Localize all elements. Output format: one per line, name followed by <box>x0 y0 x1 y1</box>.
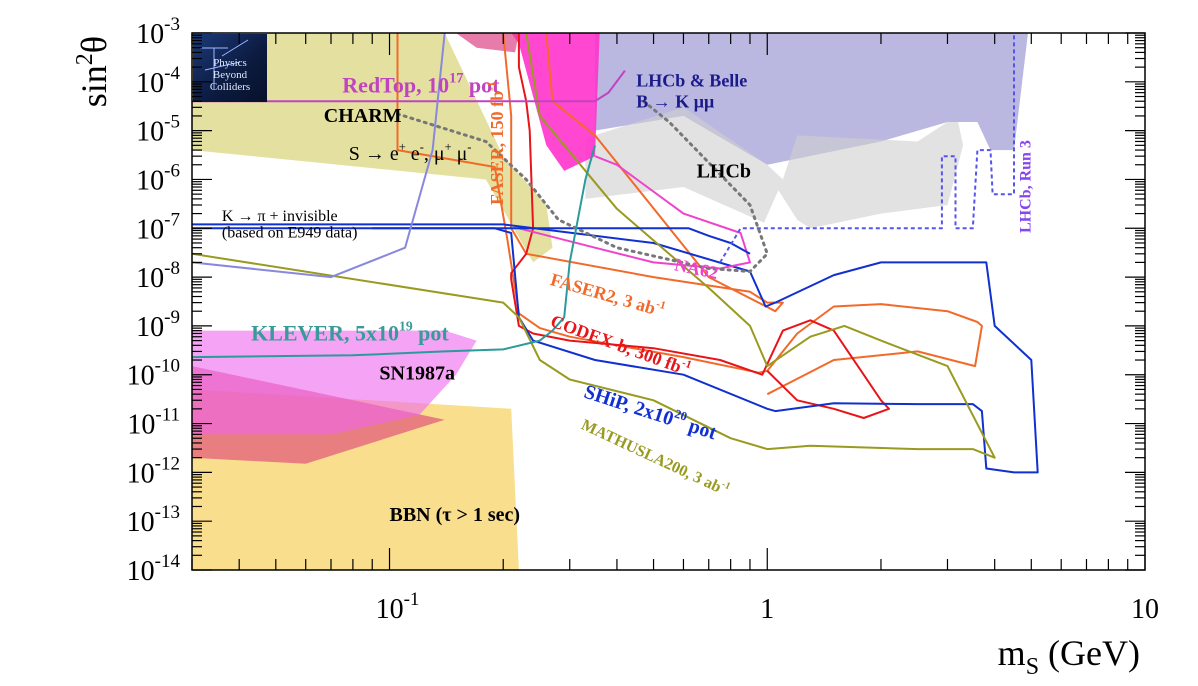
logo-background <box>193 34 267 102</box>
logo-lines-icon <box>200 39 249 90</box>
x-axis-title: mS (GeV) <box>998 633 1140 680</box>
y-tick-label: 10-8 <box>136 258 180 294</box>
x-tick-label: 10-1 <box>376 589 420 625</box>
label-redtop-10: RedTop, 1017 pot <box>342 71 500 98</box>
label-charm-decay: S → e+ e-, μ+ μ- <box>349 140 472 165</box>
label-bbn-1-sec: BBN (τ > 1 sec) <box>390 504 521 526</box>
label-lhcb: LHCb <box>697 160 751 182</box>
y-tick-label: 10-12 <box>127 453 180 489</box>
curve-ship <box>192 223 1039 474</box>
logo-text-colliders: Colliders <box>210 81 250 93</box>
label-klever: KLEVER, 5x1019 pot <box>251 319 449 346</box>
region-lhcb-belle-b-k-mumu <box>595 33 1028 165</box>
plot-border <box>191 32 1146 571</box>
label-based-on-e949-data: (based on E949 data) <box>222 224 358 241</box>
logo-text-beyond: Beyond <box>213 69 248 81</box>
y-tick-label: 10-5 <box>136 112 180 148</box>
axis-ticks <box>191 32 1146 571</box>
label-kpi: K → π + invisible <box>222 208 338 225</box>
curve-teal-klever <box>192 145 596 359</box>
exclusion-curves <box>192 33 1039 474</box>
y-tick-label: 10-3 <box>136 14 180 50</box>
curve-gray-dotted <box>396 99 769 273</box>
curve-codex-b <box>510 33 890 419</box>
logo-text-physics: Physics <box>213 57 247 69</box>
label-sn1987a: SN1987a <box>379 363 455 385</box>
axis-tick-labels: 10-310-410-510-610-710-810-910-1010-1110… <box>127 14 1159 625</box>
curve-redtop <box>192 70 626 103</box>
label-charm: CHARM <box>324 105 402 127</box>
y-tick-label: 10-9 <box>136 307 180 343</box>
y-tick-label: 10-14 <box>127 551 181 587</box>
y-tick-label: 10-4 <box>136 63 180 99</box>
x-tick-label: 1 <box>760 594 774 625</box>
curve-purple-light <box>192 33 446 279</box>
y-tick-label: 10-13 <box>127 502 180 538</box>
plot-frame <box>191 32 1146 571</box>
curve-mathusla200 <box>192 33 996 459</box>
label-b-k: B → K μμ <box>636 91 714 111</box>
label-lhcb-belle: LHCb & Belle <box>636 71 747 91</box>
y-tick-label: 10-6 <box>136 160 180 196</box>
y-tick-label: 10-7 <box>136 209 180 245</box>
x-tick-label: 10 <box>1131 594 1159 625</box>
label-faser150: FASER, 150 fb-1 <box>486 82 507 205</box>
label-lhcb-run3: LHCb, Run 3 <box>1017 140 1034 233</box>
curve-k-pi-invisible <box>372 227 751 255</box>
y-axis-title: sin2θ <box>72 36 114 107</box>
curve-na62 <box>518 155 751 270</box>
y-tick-label: 10-11 <box>127 405 180 441</box>
region-charm <box>192 33 553 263</box>
y-tick-label: 10-10 <box>127 356 180 392</box>
region-lhcb <box>585 107 964 229</box>
